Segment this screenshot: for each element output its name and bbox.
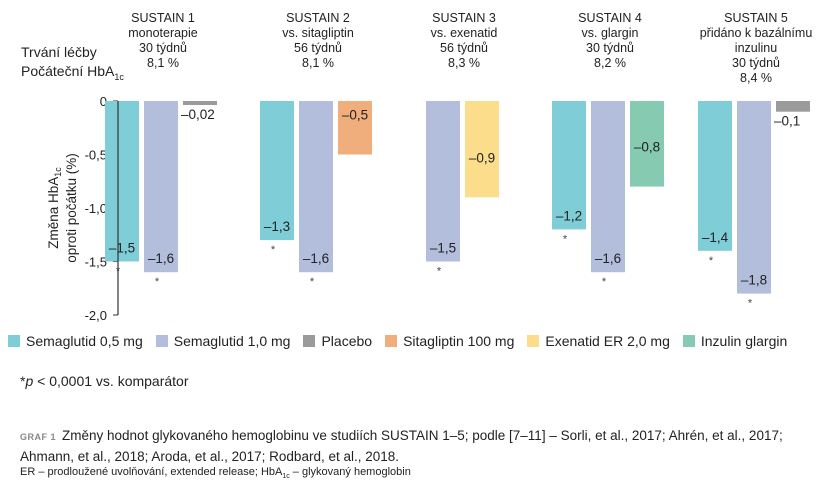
- significance-star: *: [602, 276, 607, 288]
- legend-swatch: [527, 335, 540, 347]
- study-header: SUSTAIN 2 vs. sitagliptin 56 týdnů 8,1 %: [253, 11, 383, 71]
- bar-value-label: –0,1: [774, 114, 800, 129]
- study-header-line: 56 týdnů: [440, 41, 488, 55]
- bar-value-label: –1,5: [430, 241, 456, 256]
- study-header: SUSTAIN 3 vs. exenatid 56 týdnů 8,3 %: [399, 11, 529, 71]
- study-header-line: vs. sitagliptin: [282, 26, 354, 40]
- bar-value-label: –1,6: [595, 251, 621, 266]
- bar-value-label: –1,3: [264, 219, 290, 234]
- caption-text: Změny hodnot glykovaného hemoglobinu ve …: [20, 428, 783, 464]
- legend-swatch: [385, 335, 398, 347]
- legend-swatch: [682, 335, 695, 347]
- study-header-line: 8,1 %: [147, 56, 179, 70]
- caption-tag: GRAF 1: [20, 432, 57, 442]
- bar-value-label: –1,6: [303, 251, 329, 266]
- bar: [299, 101, 333, 273]
- significance-star: *: [709, 255, 714, 267]
- bar: [260, 101, 294, 241]
- y-tick-label: -1,0: [85, 201, 107, 216]
- study-header-line: 8,1 %: [302, 56, 334, 70]
- y-tick-label: -1,5: [85, 255, 107, 270]
- bar-value-label: –1,2: [556, 208, 582, 223]
- y-tick-label: -0,5: [85, 148, 107, 163]
- bar-value-label: –0,5: [342, 108, 368, 123]
- study-header-line: SUSTAIN 4: [578, 11, 642, 25]
- bar-value-label: –0,8: [634, 140, 660, 155]
- bar: [144, 101, 178, 273]
- legend-label: Semaglutid 1,0 mg: [173, 333, 291, 349]
- bar: [591, 101, 625, 273]
- bar: [338, 101, 372, 155]
- bar-chart: Změna HbA1coproti počátku (%) 0 -0,5 -1,0 -1…: [46, 94, 810, 323]
- legend-item: Sitagliptin 100 mg: [385, 333, 514, 349]
- figure-caption: GRAF 1 Změny hodnot glykovaného hemoglobi…: [20, 426, 828, 466]
- bar-value-label: –1,4: [702, 230, 729, 245]
- bar: [776, 101, 810, 112]
- significance-star: *: [748, 298, 753, 310]
- significance-star: *: [271, 244, 276, 256]
- study-header: SUSTAIN 4 vs. glargin 30 týdnů 8,2 %: [545, 11, 675, 71]
- legend-label: Exenatid ER 2,0 mg: [545, 333, 670, 349]
- bar: [105, 101, 139, 262]
- bar: [737, 101, 771, 294]
- study-header-line: 8,3 %: [448, 56, 480, 70]
- significance-star: *: [437, 266, 442, 278]
- legend-swatch: [303, 335, 316, 347]
- bar: [426, 101, 460, 262]
- legend-label: Inzulin glargin: [700, 333, 788, 349]
- bar-value-label: –0,9: [469, 150, 495, 165]
- legend-swatch: [8, 335, 20, 347]
- y-axis-title: Změna HbA1coproti počátku (%): [46, 153, 79, 263]
- significance-star: *: [310, 276, 315, 288]
- legend-item: Placebo: [303, 333, 372, 349]
- study-header-line: přidáno k bazálnímu: [699, 26, 813, 40]
- y-tick-label: -2,0: [85, 308, 107, 323]
- legend-item: Exenatid ER 2,0 mg: [527, 333, 670, 349]
- y-axis-title-line1: Změna HbA: [46, 177, 61, 249]
- significance-footnote: *p < 0,0001 vs. komparátor: [20, 373, 189, 389]
- study-header-line: 56 týdnů: [294, 41, 342, 55]
- duration-row-label: Trvání léčby: [21, 44, 97, 60]
- study-header-line: 8,2 %: [594, 56, 626, 70]
- study-header-line: 30 týdnů: [732, 56, 780, 70]
- significance-star: *: [563, 233, 568, 245]
- bar-value-label: –1,8: [741, 273, 767, 288]
- bar: [630, 101, 664, 187]
- study-header-line: SUSTAIN 1: [131, 11, 195, 25]
- study-header-line: vs. exenatid: [430, 26, 498, 40]
- study-header-line: SUSTAIN 2: [286, 11, 350, 25]
- y-tick-label: 0: [100, 94, 107, 109]
- bar-value-label: –0,02: [181, 107, 215, 122]
- bar: [698, 101, 732, 251]
- y-axis-title-line2: oproti počátku (%): [64, 153, 79, 263]
- legend-item: Semaglutid 0,5 mg: [8, 333, 143, 349]
- bar: [552, 101, 586, 230]
- legend-label: Placebo: [321, 333, 373, 349]
- study-header: SUSTAIN 5 přidáno k bazálnímu inzulinu 30 t…: [691, 11, 821, 86]
- study-header-line: monoterapie: [128, 26, 198, 40]
- bar: [183, 101, 217, 105]
- legend-item: Inzulin glargin: [682, 333, 788, 349]
- study-header-line: inzulinu: [734, 41, 778, 55]
- bar-value-label: –1,5: [109, 241, 135, 256]
- legend-label: Semaglutid 0,5 mg: [26, 333, 143, 349]
- bar: [465, 101, 499, 198]
- abbreviations-note: ER – prodloužené uvolňování, extended re…: [20, 466, 411, 481]
- legend-swatch: [155, 335, 168, 347]
- legend-label: Sitagliptin 100 mg: [403, 333, 515, 349]
- study-header-line: 30 týdnů: [139, 41, 187, 55]
- bar-value-label: –1,6: [148, 251, 174, 266]
- y-axis-title-subscript: 1c: [53, 167, 63, 177]
- study-header-line: SUSTAIN 3: [432, 11, 496, 25]
- study-header-line: 30 týdnů: [586, 41, 634, 55]
- legend-item: Semaglutid 1,0 mg: [155, 333, 291, 349]
- significance-star: *: [155, 276, 160, 288]
- baseline-row-label: Počáteční HbA1c: [21, 63, 124, 82]
- study-header-line: 8,4 %: [740, 71, 772, 85]
- study-header: SUSTAIN 1 monoterapie 30 týdnů 8,1 %: [98, 11, 228, 71]
- study-header-line: SUSTAIN 5: [724, 11, 788, 25]
- study-header-line: vs. glargin: [581, 26, 639, 40]
- chart-legend: Semaglutid 0,5 mg Semaglutid 1,0 mg Placeb…: [8, 333, 800, 349]
